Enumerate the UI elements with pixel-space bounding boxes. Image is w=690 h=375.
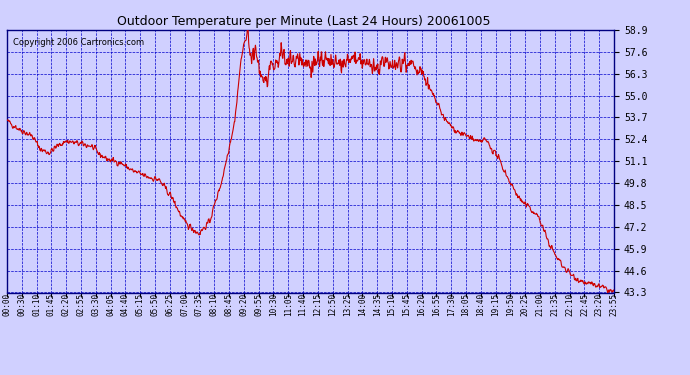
Text: 23:55: 23:55 (609, 292, 619, 316)
Text: 17:30: 17:30 (446, 292, 455, 316)
Text: 12:50: 12:50 (328, 292, 337, 316)
Text: 08:45: 08:45 (224, 292, 233, 316)
Text: Outdoor Temperature per Minute (Last 24 Hours) 20061005: Outdoor Temperature per Minute (Last 24 … (117, 15, 491, 28)
Text: 00:30: 00:30 (17, 292, 26, 316)
Text: 00:00: 00:00 (2, 292, 12, 316)
Text: 09:55: 09:55 (254, 292, 263, 316)
Text: 03:30: 03:30 (91, 292, 100, 316)
Text: 05:15: 05:15 (136, 292, 145, 316)
Text: 21:00: 21:00 (535, 292, 544, 316)
Text: 14:35: 14:35 (373, 292, 382, 316)
Text: 13:25: 13:25 (343, 292, 352, 316)
Text: 16:55: 16:55 (432, 292, 441, 316)
Text: 19:15: 19:15 (491, 292, 500, 316)
Text: 07:00: 07:00 (180, 292, 189, 316)
Text: 04:05: 04:05 (106, 292, 115, 316)
Text: 19:50: 19:50 (506, 292, 515, 316)
Text: 02:55: 02:55 (77, 292, 86, 316)
Text: Copyright 2006 Cartronics.com: Copyright 2006 Cartronics.com (13, 38, 144, 47)
Text: 23:20: 23:20 (595, 292, 604, 316)
Text: 10:30: 10:30 (269, 292, 278, 316)
Text: 15:45: 15:45 (402, 292, 411, 316)
Text: 01:45: 01:45 (47, 292, 56, 316)
Text: 01:10: 01:10 (32, 292, 41, 316)
Text: 15:10: 15:10 (388, 292, 397, 316)
Text: 11:40: 11:40 (299, 292, 308, 316)
Text: 16:20: 16:20 (417, 292, 426, 316)
Text: 11:05: 11:05 (284, 292, 293, 316)
Text: 22:45: 22:45 (580, 292, 589, 316)
Text: 08:10: 08:10 (210, 292, 219, 316)
Text: 07:35: 07:35 (195, 292, 204, 316)
Text: 18:40: 18:40 (476, 292, 485, 316)
Text: 14:00: 14:00 (358, 292, 367, 316)
Text: 12:15: 12:15 (313, 292, 322, 316)
Text: 09:20: 09:20 (239, 292, 248, 316)
Text: 20:25: 20:25 (521, 292, 530, 316)
Text: 02:20: 02:20 (61, 292, 70, 316)
Text: 05:50: 05:50 (150, 292, 159, 316)
Text: 06:25: 06:25 (166, 292, 175, 316)
Text: 21:35: 21:35 (551, 292, 560, 316)
Text: 18:05: 18:05 (462, 292, 471, 316)
Text: 04:40: 04:40 (121, 292, 130, 316)
Text: 22:10: 22:10 (565, 292, 574, 316)
